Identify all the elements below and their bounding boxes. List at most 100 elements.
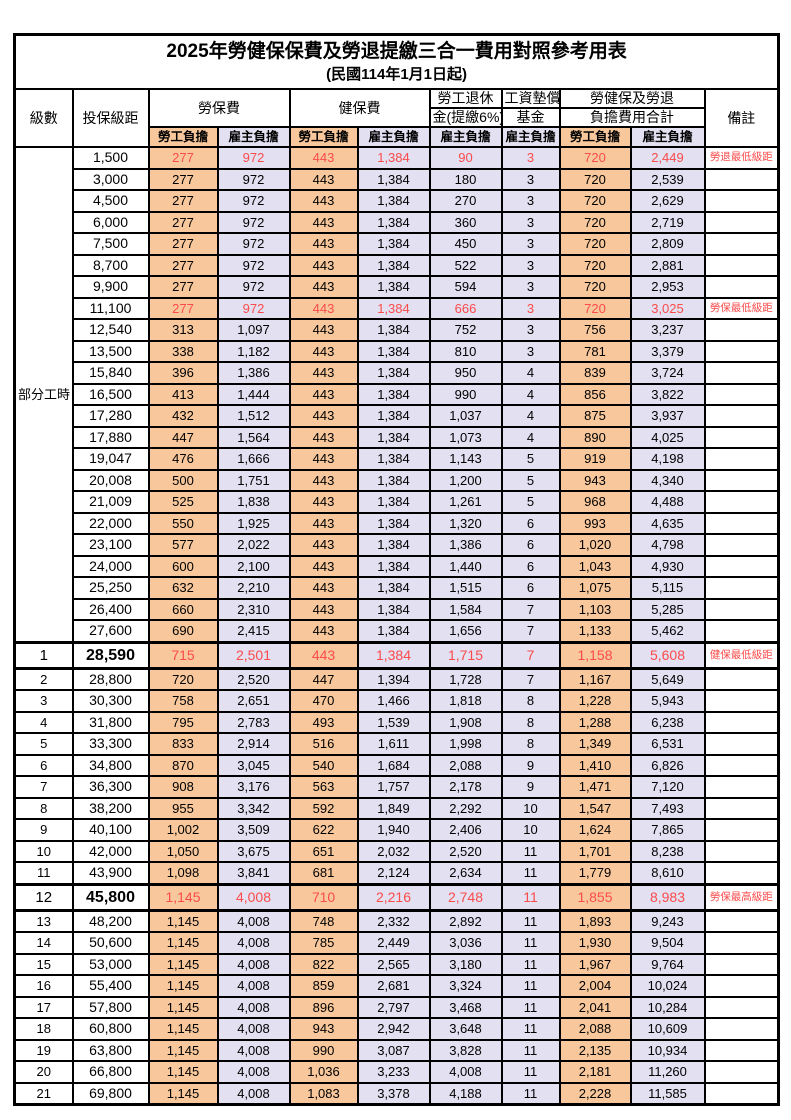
total-employee-cell: 1,075 xyxy=(558,576,632,600)
labor-employee-cell: 277 xyxy=(147,296,219,320)
labor-employee-cell: 413 xyxy=(147,382,219,406)
col-header-pension-line1: 勞工退休 xyxy=(428,88,503,109)
health-employee-cell: 443 xyxy=(288,275,359,299)
note-cell xyxy=(703,839,780,863)
bracket-cell: 8,700 xyxy=(71,253,150,277)
table-row: 18 60,800 1,145 4,008 943 2,942 3,648 11 2,088 10… xyxy=(13,1017,780,1041)
total-employee-cell: 875 xyxy=(558,404,632,428)
total-employee-cell: 2,041 xyxy=(558,995,632,1019)
health-employee-cell: 443 xyxy=(288,167,359,191)
pension-employer-cell: 3,036 xyxy=(428,931,503,955)
labor-employer-cell: 1,666 xyxy=(216,447,291,471)
table-row: 3,000 277 972 443 1,384 180 3 720 2,539 xyxy=(15,167,780,191)
wage-fund-employer-cell: 3 xyxy=(500,232,561,256)
health-employee-cell: 443 xyxy=(288,296,359,320)
health-employee-cell: 443 xyxy=(288,576,359,600)
health-employer-cell: 1,384 xyxy=(356,210,431,234)
pension-employer-cell: 4,008 xyxy=(428,1060,503,1084)
subheader-total-employer: 雇主負擔 xyxy=(629,126,706,148)
total-employee-cell: 720 xyxy=(558,189,632,213)
pension-employer-cell: 3,468 xyxy=(428,995,503,1019)
labor-employee-cell: 277 xyxy=(147,146,219,170)
labor-employee-cell: 1,145 xyxy=(147,931,219,955)
level-cell: 4 xyxy=(13,710,74,734)
health-employer-cell: 1,611 xyxy=(356,732,431,756)
total-employer-cell: 10,284 xyxy=(629,995,706,1019)
table-row: 12 45,800 1,145 4,008 710 2,216 2,748 11 1,855 8,… xyxy=(13,882,780,912)
total-employer-cell: 5,608 xyxy=(629,640,706,670)
total-employee-cell: 2,181 xyxy=(558,1060,632,1084)
bracket-cell: 9,900 xyxy=(71,275,150,299)
health-employer-cell: 2,565 xyxy=(356,952,431,976)
labor-employee-cell: 550 xyxy=(147,511,219,535)
labor-employer-cell: 1,512 xyxy=(216,404,291,428)
total-employee-cell: 1,349 xyxy=(558,732,632,756)
labor-employer-cell: 1,182 xyxy=(216,339,291,363)
wage-fund-employer-cell: 11 xyxy=(500,974,561,998)
health-employee-cell: 443 xyxy=(288,232,359,256)
health-employer-cell: 1,384 xyxy=(356,640,431,670)
bracket-cell: 6,000 xyxy=(71,210,150,234)
table-row: 24,000 600 2,100 443 1,384 1,440 6 1,043 4,930 xyxy=(15,554,780,578)
labor-employee-cell: 1,145 xyxy=(147,882,219,912)
total-employer-cell: 10,609 xyxy=(629,1017,706,1041)
labor-employee-cell: 758 xyxy=(147,689,219,713)
total-employee-cell: 720 xyxy=(558,146,632,170)
col-header-bracket: 投保級距 xyxy=(71,88,150,148)
labor-employer-cell: 2,501 xyxy=(216,640,291,670)
note-cell xyxy=(703,425,780,449)
wage-fund-employer-cell: 8 xyxy=(500,710,561,734)
level-cell: 9 xyxy=(13,818,74,842)
bracket-cell: 48,200 xyxy=(71,909,150,933)
labor-employer-cell: 4,008 xyxy=(216,995,291,1019)
labor-employer-cell: 972 xyxy=(216,296,291,320)
labor-employer-cell: 4,008 xyxy=(216,1060,291,1084)
note-cell xyxy=(703,554,780,578)
title-cell: 2025年勞健保保費及勞退提繳三合一費用對照參考用表 (民國114年1月1日起) xyxy=(13,33,780,90)
bracket-cell: 17,280 xyxy=(71,404,150,428)
bracket-cell: 63,800 xyxy=(71,1038,150,1062)
table-row: 15,840 396 1,386 443 1,384 950 4 839 3,724 xyxy=(15,361,780,385)
col-header-wage-fund-line2: 基金 xyxy=(500,107,561,128)
health-employee-cell: 990 xyxy=(288,1038,359,1062)
note-cell: 健保最低級距 xyxy=(703,640,780,670)
health-employer-cell: 1,384 xyxy=(356,447,431,471)
table-row: 22,000 550 1,925 443 1,384 1,320 6 993 4,635 xyxy=(15,511,780,535)
total-employer-cell: 4,025 xyxy=(629,425,706,449)
labor-employee-cell: 1,098 xyxy=(147,861,219,885)
health-employer-cell: 1,384 xyxy=(356,490,431,514)
health-employer-cell: 1,849 xyxy=(356,796,431,820)
total-employee-cell: 1,020 xyxy=(558,533,632,557)
total-employer-cell: 3,025 xyxy=(629,296,706,320)
pension-employer-cell: 1,386 xyxy=(428,533,503,557)
labor-employee-cell: 277 xyxy=(147,167,219,191)
health-employee-cell: 651 xyxy=(288,839,359,863)
wage-fund-employer-cell: 11 xyxy=(500,882,561,912)
table-row: 7 36,300 908 3,176 563 1,757 2,178 9 1,471 7,120 xyxy=(13,775,780,799)
pension-employer-cell: 1,584 xyxy=(428,597,503,621)
level-cell: 8 xyxy=(13,796,74,820)
total-employee-cell: 1,930 xyxy=(558,931,632,955)
total-employee-cell: 1,855 xyxy=(558,882,632,912)
total-employee-cell: 1,701 xyxy=(558,839,632,863)
level-cell: 10 xyxy=(13,839,74,863)
wage-fund-employer-cell: 8 xyxy=(500,689,561,713)
table-row: 20 66,800 1,145 4,008 1,036 3,233 4,008 11 2,181… xyxy=(13,1060,780,1084)
health-employee-cell: 622 xyxy=(288,818,359,842)
table-row: 8,700 277 972 443 1,384 522 3 720 2,881 xyxy=(15,253,780,277)
wage-fund-employer-cell: 10 xyxy=(500,796,561,820)
pension-employer-cell: 594 xyxy=(428,275,503,299)
health-employee-cell: 443 xyxy=(288,404,359,428)
health-employer-cell: 1,384 xyxy=(356,296,431,320)
labor-employee-cell: 1,145 xyxy=(147,909,219,933)
labor-employer-cell: 972 xyxy=(216,167,291,191)
wage-fund-employer-cell: 9 xyxy=(500,775,561,799)
health-employer-cell: 1,384 xyxy=(356,339,431,363)
total-employer-cell: 4,635 xyxy=(629,511,706,535)
health-employer-cell: 1,384 xyxy=(356,597,431,621)
labor-employee-cell: 338 xyxy=(147,339,219,363)
total-employee-cell: 1,228 xyxy=(558,689,632,713)
table-row: 4 31,800 795 2,783 493 1,539 1,908 8 1,288 6,238 xyxy=(13,710,780,734)
total-employee-cell: 919 xyxy=(558,447,632,471)
